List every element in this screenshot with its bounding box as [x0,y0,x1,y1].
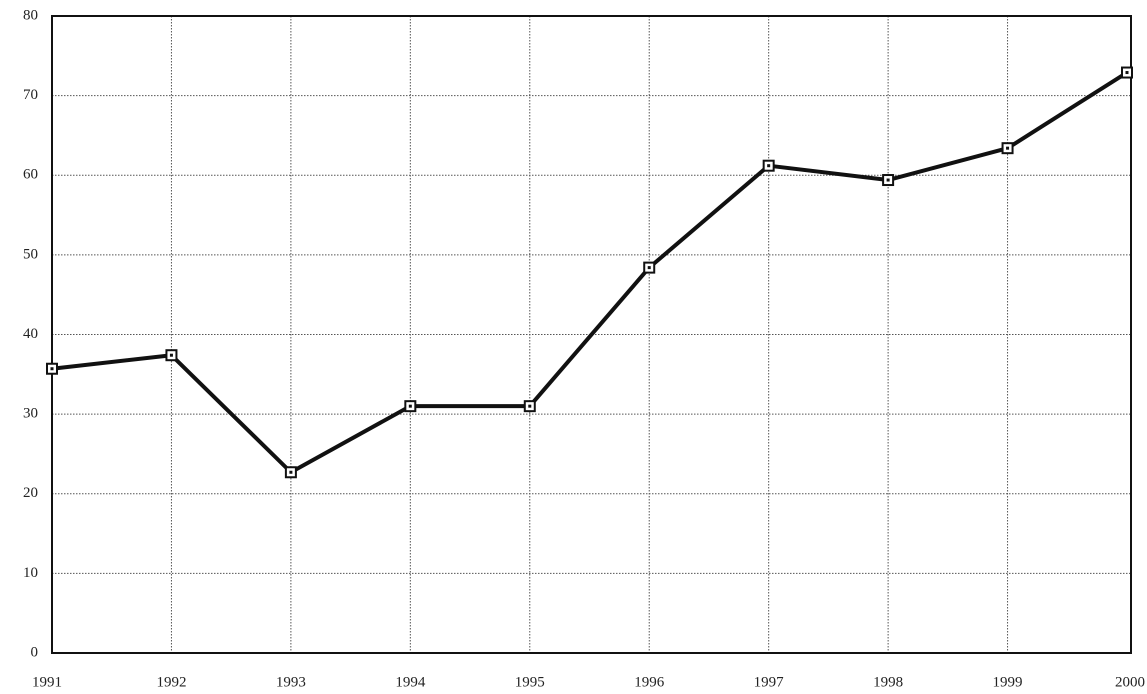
plot-frame [51,15,1132,654]
x-tick-label: 1996 [634,674,665,690]
data-point-dot [767,164,771,168]
data-line [51,70,1129,475]
y-tick-label: 70 [23,87,38,103]
x-tick-label: 1998 [873,674,903,690]
data-point-dot [647,266,651,270]
x-tick-label: 1992 [156,674,186,690]
y-tick-label: 60 [23,167,38,183]
y-tick-label: 30 [23,406,38,422]
data-point-dot [1125,71,1129,75]
x-tick-label: 1995 [515,674,545,690]
x-tick-label: 1994 [395,674,426,690]
data-point-dot [289,470,293,474]
x-tick-label: 2000 [1115,674,1145,690]
y-tick-label: 0 [31,644,39,660]
y-tick-label: 80 [23,7,38,23]
y-tick-label: 10 [23,565,38,581]
data-point-dot [528,404,532,408]
data-point-dot [169,353,173,357]
y-tick-label: 20 [23,485,38,501]
y-tick-label: 50 [23,246,38,262]
y-tick-label: 40 [23,326,38,342]
data-point-dot [886,178,890,182]
data-point-dot [408,404,412,408]
data-point-dot [50,367,54,371]
x-tick-label: 1999 [993,674,1023,690]
x-tick-label: 1993 [276,674,306,690]
data-point-dot [1006,146,1010,150]
x-tick-label: 1991 [32,674,62,690]
x-tick-label: 1997 [754,674,785,690]
